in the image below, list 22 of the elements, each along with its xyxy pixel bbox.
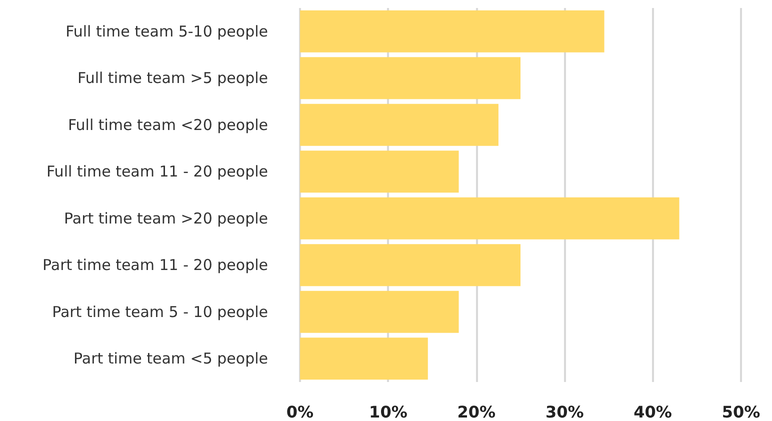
bar <box>300 10 604 52</box>
y-tick-label: Full time team 5-10 people <box>66 22 268 40</box>
y-tick-label: Part time team 5 - 10 people <box>52 302 268 321</box>
y-tick-label: Full time team 11 - 20 people <box>46 162 268 181</box>
x-tick-label: 30% <box>545 402 584 421</box>
y-tick-label: Full time team >5 people <box>78 69 268 88</box>
bar <box>300 57 520 100</box>
bar <box>300 338 428 380</box>
y-tick-label: Full time team <20 people <box>68 116 268 134</box>
x-tick-label: 50% <box>722 402 760 421</box>
bar <box>300 104 498 146</box>
bar <box>300 150 459 193</box>
x-tick-label: 40% <box>634 402 672 421</box>
y-tick-label: Part time team <5 people <box>74 350 268 368</box>
x-tick-label: 20% <box>457 402 496 421</box>
y-tick-label: Part time team 11 - 20 people <box>42 256 268 274</box>
y-tick-label: Part time team >20 people <box>64 209 268 228</box>
bar <box>300 290 459 333</box>
bar <box>300 197 680 240</box>
x-tick-label: 10% <box>369 402 408 421</box>
x-tick-label: 0% <box>286 402 314 421</box>
bar <box>300 244 520 286</box>
